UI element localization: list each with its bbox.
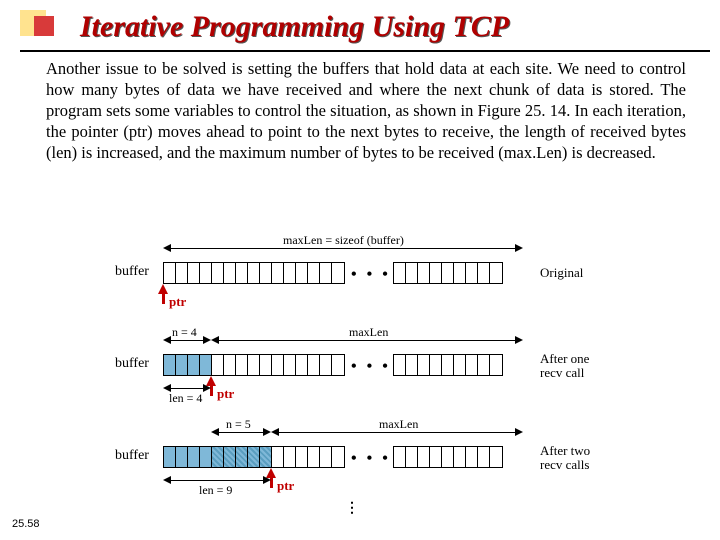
buffer-diagram: buffer maxLen = sizeof (buffer) • • • Origi… — [115, 230, 625, 506]
title-bar: Iterative Programming Using TCP — [0, 10, 720, 58]
dim-len-1: len = 4 — [169, 391, 202, 406]
dim-top-2-1: maxLen — [379, 417, 418, 432]
title-underline — [20, 50, 710, 52]
ellipsis-icon: • • • — [351, 266, 391, 284]
continuation-dots-icon: ⋮ — [345, 500, 359, 517]
ptr-label: ptr — [277, 478, 294, 494]
ptr-label: ptr — [169, 294, 186, 310]
ellipsis-icon: • • • — [351, 358, 391, 376]
dim-top-1-1: maxLen — [349, 325, 388, 340]
page-title: Iterative Programming Using TCP — [80, 10, 509, 44]
buffer-cells — [163, 262, 345, 284]
state-label-0: Original — [540, 266, 583, 280]
buffer-cells-right — [393, 262, 503, 284]
dim-len-2: len = 9 — [199, 483, 232, 498]
ptr-label: ptr — [217, 386, 234, 402]
body-paragraph: Another issue to be solved is setting th… — [46, 58, 686, 164]
buffer-label: buffer — [115, 448, 149, 464]
slide-number: 25.58 — [12, 518, 40, 530]
buffer-cells-right — [393, 354, 503, 376]
dim-top-2-0: n = 5 — [226, 417, 251, 432]
dim-maxlen-original: maxLen = sizeof (buffer) — [283, 233, 404, 248]
buffer-row-1: buffer n = 4 maxLen • • • After onerecv call… — [115, 322, 625, 402]
ptr-arrow-icon — [158, 284, 168, 294]
ellipsis-icon: • • • — [351, 450, 391, 468]
buffer-cells — [163, 446, 345, 468]
state-label-1: After onerecv call — [540, 352, 589, 381]
buffer-cells — [163, 354, 345, 376]
buffer-row-0: buffer maxLen = sizeof (buffer) • • • Origi… — [115, 230, 625, 310]
buffer-cells-right — [393, 446, 503, 468]
decor-red-square — [34, 16, 54, 36]
dim-top-1-0: n = 4 — [172, 325, 197, 340]
buffer-label: buffer — [115, 264, 149, 280]
buffer-label: buffer — [115, 356, 149, 372]
buffer-row-2: buffer n = 5 maxLen • • • After tworecv call… — [115, 414, 625, 494]
state-label-2: After tworecv calls — [540, 444, 590, 473]
